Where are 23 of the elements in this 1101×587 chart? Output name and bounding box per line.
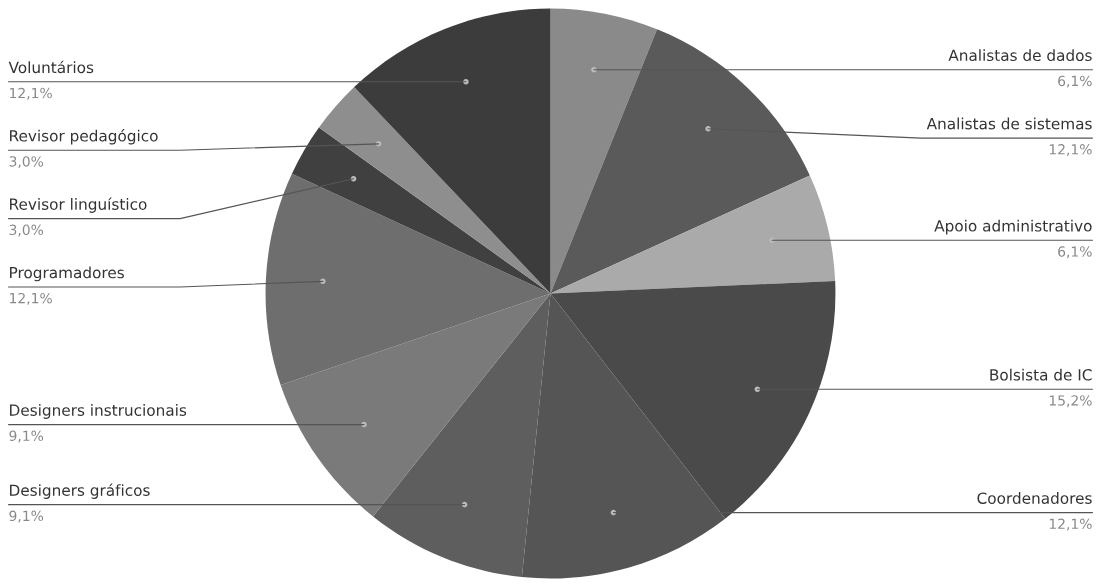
slice-label: Designers gráficos	[10, 483, 150, 499]
data-label: 3,0%	[9, 156, 44, 169]
slice-label: Bolsista de IC	[990, 368, 1092, 381]
slice-label: Revisor linguístico	[10, 197, 147, 213]
data-label: 12,1%	[10, 292, 52, 305]
slice-label: Apoio administrativo	[934, 219, 1092, 235]
pie-slice	[550, 175, 836, 294]
data-label: 12,1%	[10, 87, 52, 100]
slice-label: Voluntários	[8, 60, 94, 74]
data-label: 6,1%	[1058, 246, 1092, 259]
data-label: 6,1%	[1058, 75, 1092, 88]
slice-label: Designers instrucionais	[10, 404, 187, 419]
slice-label: Revisor pedagógico	[10, 129, 158, 145]
data-label: 3,0%	[9, 224, 44, 237]
data-label: 12,1%	[1049, 518, 1092, 531]
data-label: 15,2%	[1049, 395, 1092, 408]
slice-label: Programadores	[10, 266, 124, 282]
data-label: 9,1%	[9, 510, 44, 523]
slice-label: Coordenadores	[977, 492, 1092, 504]
slice-label: Analistas de dados	[948, 49, 1092, 62]
slice-label: Analistas de sistemas	[926, 117, 1092, 130]
data-label: 12,1%	[1049, 144, 1092, 156]
data-label: 9,1%	[9, 430, 44, 443]
